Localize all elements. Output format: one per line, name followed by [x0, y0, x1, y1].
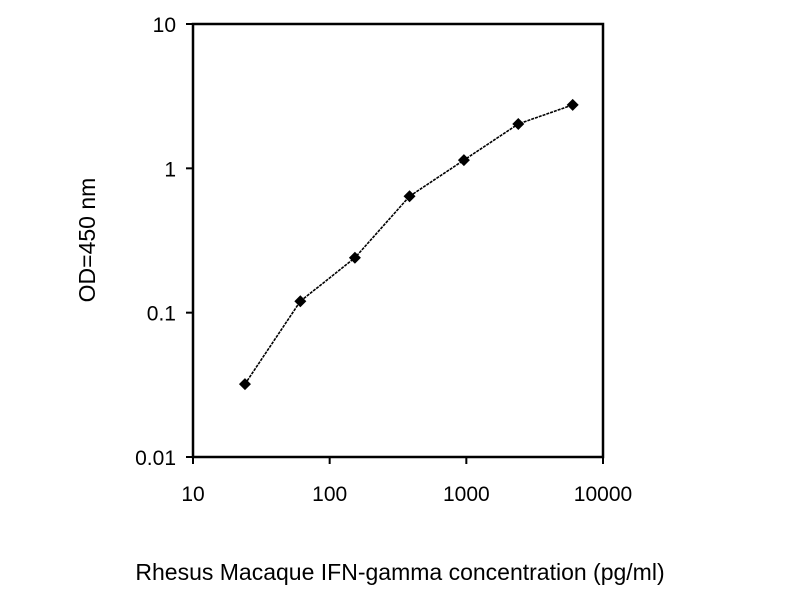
x-tick-label: 10000 — [574, 483, 632, 506]
y-tick-label: 0.01 — [135, 447, 176, 470]
y-axis-label: OD=450 nm — [74, 178, 100, 303]
x-tick-label: 100 — [312, 483, 347, 506]
data-point — [512, 117, 525, 130]
x-tick-label: 1000 — [443, 483, 490, 506]
data-point — [238, 378, 251, 391]
plot-frame — [191, 22, 605, 459]
y-tick-label: 1 — [164, 158, 176, 181]
x-tick-label: 10 — [181, 483, 204, 506]
y-tick-label: 10 — [153, 14, 176, 37]
series-line — [244, 104, 573, 385]
x-axis-label: Rhesus Macaque IFN-gamma concentration (… — [135, 559, 664, 585]
data-point — [403, 190, 416, 203]
data-point — [348, 251, 361, 264]
data-point — [294, 295, 307, 308]
data-point — [566, 98, 579, 111]
data-point — [457, 154, 470, 167]
y-tick-label: 0.1 — [147, 303, 176, 326]
